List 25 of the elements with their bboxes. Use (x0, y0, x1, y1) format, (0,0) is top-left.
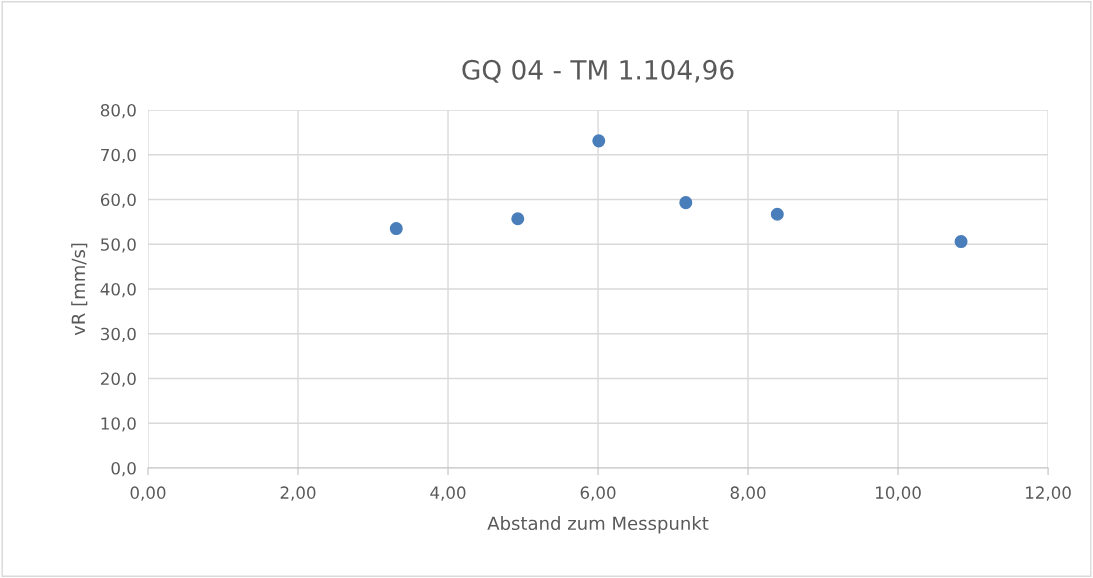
x-tick-label: 0,00 (130, 486, 166, 501)
x-tick-label: 2,00 (280, 486, 316, 501)
y-tick-label: 10,0 (101, 417, 136, 432)
chart-title: GQ 04 - TM 1.104,96 (462, 59, 734, 83)
point (679, 196, 693, 210)
y-tick-label: 20,0 (100, 372, 136, 387)
point (954, 235, 968, 249)
y-tick-label: 80,0 (100, 103, 136, 119)
x-tick-label: 12,00 (1026, 486, 1071, 501)
y-tick-label: 50,0 (101, 238, 136, 253)
x-tick-label: 10,00 (876, 486, 921, 501)
x-tick-label: 8,00 (730, 486, 766, 501)
point (511, 212, 525, 226)
point (389, 222, 403, 236)
point (592, 134, 606, 148)
x-tick-label: 4,00 (430, 486, 466, 501)
y-tick-label: 30,0 (101, 327, 136, 343)
y-axis-title: vR [mm/s] (71, 243, 88, 336)
y-tick-label: 70,0 (101, 148, 136, 164)
point (770, 207, 784, 221)
y-tick-label: 40,0 (100, 282, 136, 298)
y-tick-label: 0,0 (111, 461, 136, 477)
x-axis-title: Abstand zum Messpunkt (487, 516, 709, 534)
y-tick-label: 60,0 (100, 193, 136, 208)
x-tick-label: 6,00 (580, 486, 616, 501)
